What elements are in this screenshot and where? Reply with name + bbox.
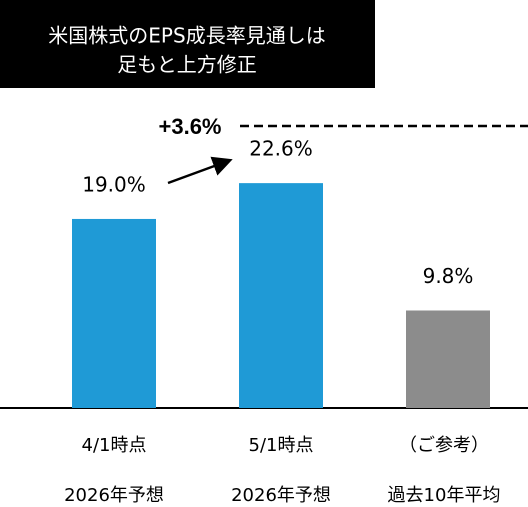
bar: [72, 218, 156, 408]
x-tick-label: 2026年予想: [64, 485, 164, 506]
x-tick-label: 4/1時点: [82, 435, 147, 456]
data-label: 19.0%: [82, 172, 146, 196]
x-tick-label: 2026年予想: [231, 485, 331, 506]
bar: [239, 183, 323, 408]
annotation: +3.6%: [159, 114, 222, 139]
x-tick-label: 過去10年平均: [388, 485, 501, 506]
title-box: [0, 0, 375, 88]
arrow: [167, 156, 233, 185]
bar: [406, 310, 490, 408]
x-tick-label: （ご参考）: [399, 435, 489, 456]
x-tick-label: 5/1時点: [249, 435, 314, 456]
chart-title: 米国株式のEPS成長率見通しは: [48, 24, 325, 48]
data-label: 9.8%: [423, 264, 474, 288]
chart-title: 足もと上方修正: [117, 53, 257, 77]
data-label: 22.6%: [249, 137, 313, 161]
